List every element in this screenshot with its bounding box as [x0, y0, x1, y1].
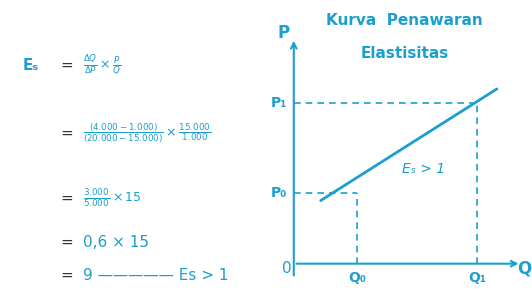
Text: Q: Q — [517, 260, 531, 278]
Text: 0,6 × 15: 0,6 × 15 — [83, 235, 149, 250]
Text: =: = — [61, 58, 73, 73]
Text: Elastisitas: Elastisitas — [360, 46, 448, 61]
Text: $\frac{(4.000-1.000)}{(20.000-15.000)}\times\frac{15.000}{1.000}$: $\frac{(4.000-1.000)}{(20.000-15.000)}\t… — [83, 121, 211, 145]
Text: P: P — [278, 24, 290, 42]
Text: P₀: P₀ — [271, 186, 287, 200]
Text: Kurva  Penawaran: Kurva Penawaran — [326, 13, 483, 28]
Text: Q₀: Q₀ — [348, 271, 367, 285]
Text: $\frac{\Delta Q}{\Delta P}\times\frac{P}{Q}$: $\frac{\Delta Q}{\Delta P}\times\frac{P}… — [83, 53, 122, 77]
Text: 0: 0 — [281, 261, 291, 276]
Text: =: = — [61, 235, 73, 250]
Text: =: = — [61, 126, 73, 141]
Text: Eₛ: Eₛ — [22, 58, 38, 73]
Text: 9 ————— Es > 1: 9 ————— Es > 1 — [83, 268, 228, 283]
Text: $\frac{3.000}{5.000}\times 15$: $\frac{3.000}{5.000}\times 15$ — [83, 187, 142, 209]
Text: =: = — [61, 191, 73, 206]
Text: =: = — [61, 268, 73, 283]
Text: Q₁: Q₁ — [468, 271, 486, 285]
Text: P₁: P₁ — [271, 96, 287, 110]
Text: Eₛ > 1: Eₛ > 1 — [402, 162, 445, 176]
